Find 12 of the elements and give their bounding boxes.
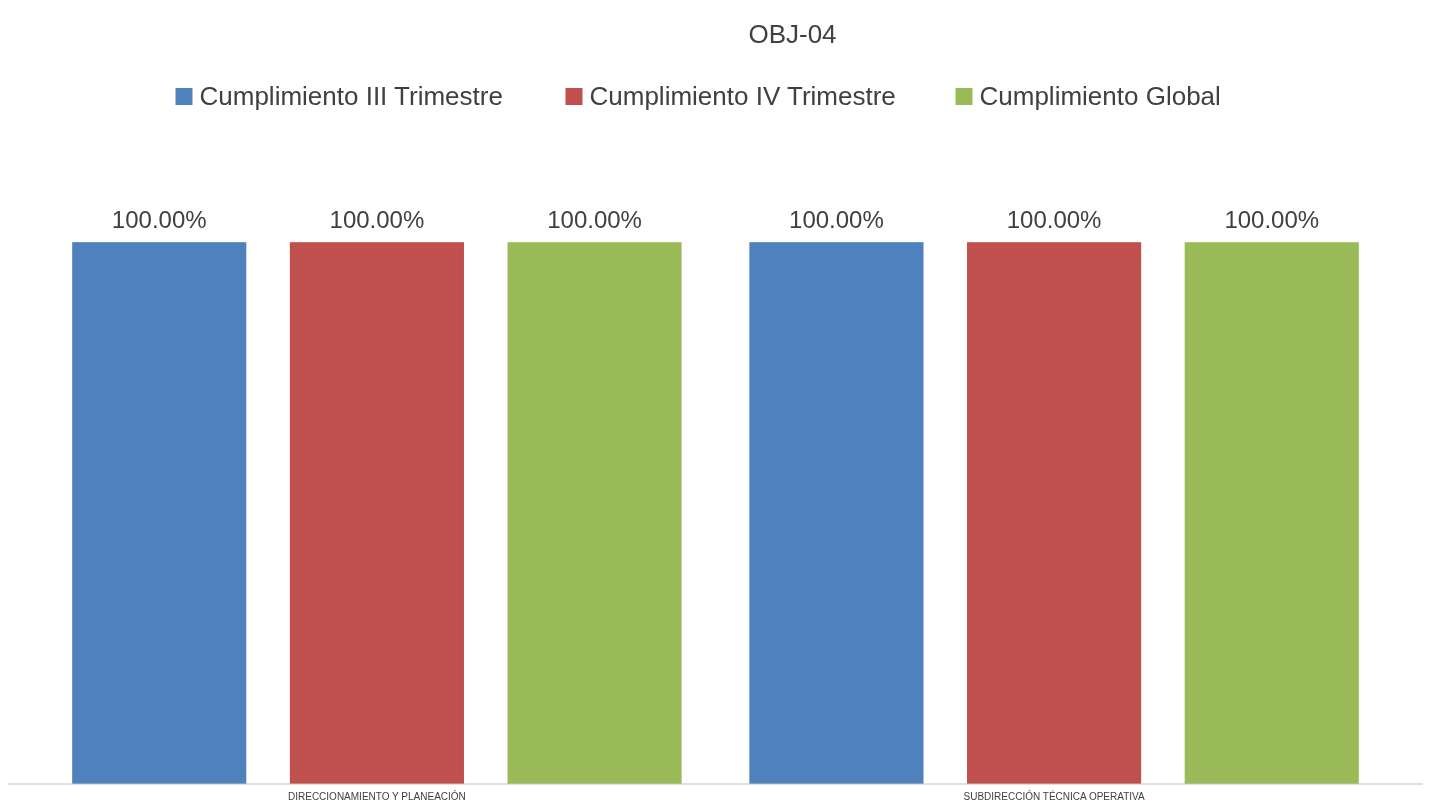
x-tick-label: DIRECCIONAMIENTO Y PLANEACIÓN: [287, 790, 466, 802]
chart-title: OBJ-04: [748, 19, 837, 49]
data-label: 100.00%: [1224, 206, 1320, 234]
data-label: 100.00%: [789, 206, 884, 234]
data-label: 100.00%: [111, 206, 207, 234]
legend-label: Cumplimiento III Trimestre: [199, 81, 503, 111]
legend-label: Cumplimiento Global: [979, 81, 1221, 111]
legend-label: Cumplimiento IV Trimestre: [589, 81, 896, 111]
data-label: 100.00%: [329, 206, 425, 234]
data-label: 100.00%: [1006, 206, 1102, 234]
data-label: 100.00%: [547, 206, 642, 234]
x-tick-label: SUBDIRECCIÓN TÉCNICA OPERATIVA: [963, 790, 1145, 802]
